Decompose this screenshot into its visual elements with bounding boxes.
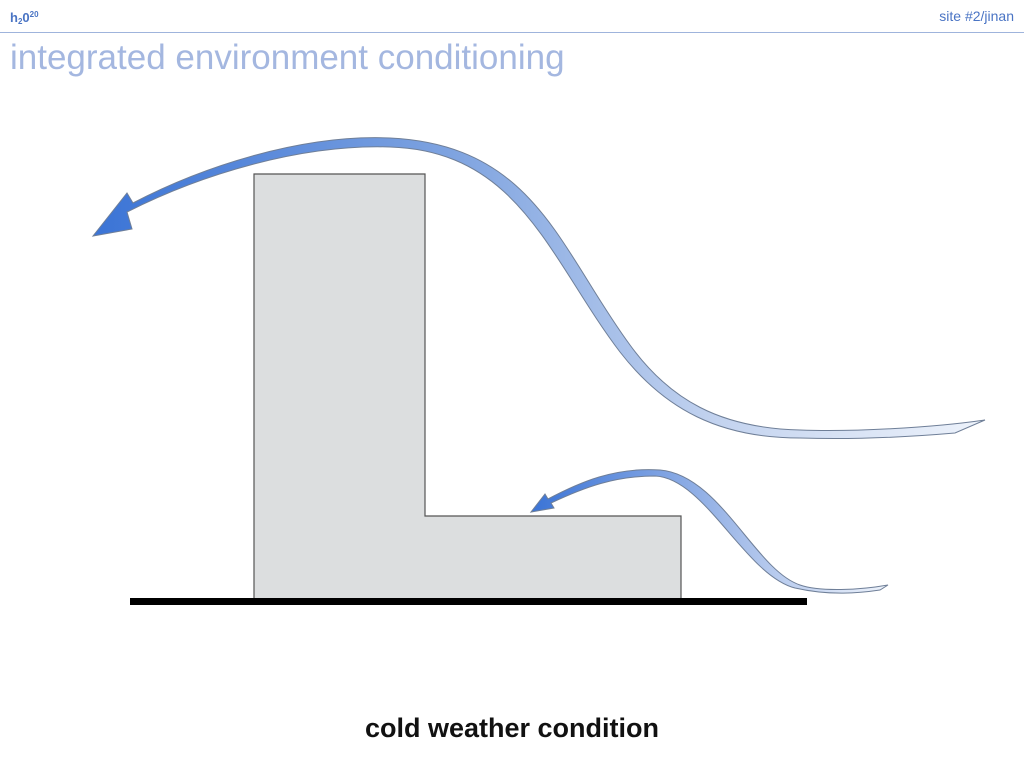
upper-airflow-arrow [91, 137, 986, 440]
lower-airflow-arrow [529, 469, 889, 594]
logo: h2020 [10, 6, 39, 31]
logo-h: h [10, 10, 18, 25]
logo-o: 0 [22, 10, 30, 25]
page-title: integrated environment conditioning [10, 38, 565, 77]
building [253, 173, 682, 601]
diagram-caption: cold weather condition [364, 713, 660, 743]
logo-subscript: 2 [17, 17, 23, 26]
header-divider [0, 32, 1024, 33]
logo-superscript: 20 [29, 10, 39, 19]
ground-line [130, 598, 807, 605]
site-label: site #2/jinan [939, 8, 1014, 24]
